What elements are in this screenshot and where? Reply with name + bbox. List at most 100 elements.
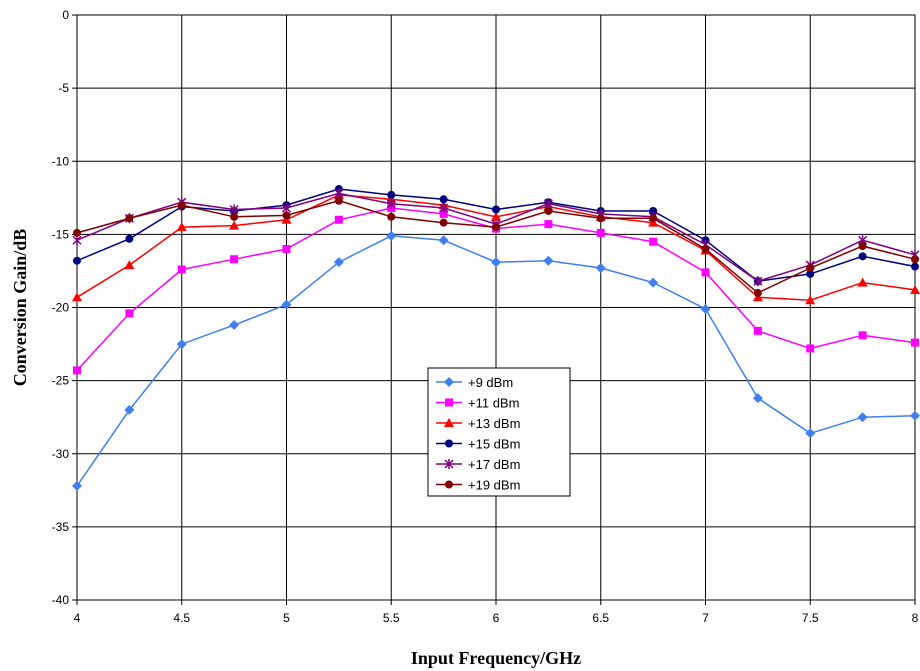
data-point — [806, 344, 815, 353]
y-tick-labels: 0 -5 -10 -15 -20 -25 -30 -35 -40 — [52, 8, 70, 607]
data-point — [444, 418, 454, 427]
data-point — [544, 220, 553, 229]
data-point — [72, 480, 82, 491]
legend: +9 dBm +11 dBm +13 dBm +15 dBm +17 dBm +19 dB… — [427, 367, 571, 497]
data-point — [387, 190, 396, 199]
data-point — [492, 205, 500, 214]
data-point — [229, 320, 240, 331]
data-point — [595, 263, 606, 274]
data-point — [333, 257, 344, 268]
y-axis-title: Conversion Gain/dB — [10, 229, 30, 387]
data-point — [596, 214, 605, 223]
legend-label: +19 dBm — [468, 478, 520, 493]
data-point — [753, 276, 763, 287]
legend-item: +19 dBm — [436, 478, 520, 493]
gridlines — [72, 14, 916, 605]
data-point — [910, 284, 920, 294]
series-5 — [73, 196, 919, 297]
data-point — [282, 245, 291, 253]
data-point — [649, 214, 658, 223]
data-point — [125, 309, 134, 318]
data-point — [124, 260, 135, 270]
y-tick-label: 0 — [62, 8, 69, 22]
legend-label: +11 dBm — [468, 396, 519, 411]
data-point — [806, 264, 815, 273]
data-point — [281, 299, 292, 310]
data-point — [230, 212, 239, 221]
data-point — [73, 228, 81, 237]
data-point — [544, 206, 553, 215]
y-tick-label: -20 — [52, 301, 70, 315]
data-point — [701, 268, 710, 277]
legend-label: +15 dBm — [468, 437, 520, 452]
legend-item: +11 dBm — [436, 396, 519, 411]
data-point — [176, 222, 187, 232]
y-tick-label: -25 — [52, 374, 70, 388]
series-0 — [72, 230, 920, 491]
x-tick-label: 8 — [912, 611, 919, 625]
data-point — [125, 234, 134, 243]
y-tick-label: -35 — [52, 520, 70, 534]
data-point — [439, 195, 448, 204]
data-point — [73, 256, 81, 265]
data-point — [177, 201, 186, 210]
legend-item: +13 dBm — [436, 416, 520, 431]
data-point — [911, 262, 919, 271]
data-point — [911, 338, 919, 347]
legend-item: +9 dBm — [436, 375, 513, 390]
y-tick-label: -40 — [52, 593, 70, 607]
x-axis-title: Input Frequency/GHz — [411, 648, 581, 668]
data-point — [805, 295, 816, 305]
plot-area — [76, 14, 916, 601]
x-tick-label: 6.5 — [592, 611, 609, 625]
data-point — [444, 459, 454, 469]
data-point — [648, 277, 659, 288]
data-point — [125, 214, 134, 223]
legend-item: +15 dBm — [436, 437, 520, 452]
data-point — [753, 288, 762, 297]
data-point — [491, 257, 501, 268]
data-point — [753, 326, 762, 335]
data-point — [177, 265, 186, 274]
data-point — [491, 211, 501, 221]
x-tick-label: 7 — [702, 611, 709, 625]
data-point — [858, 331, 867, 340]
data-point — [387, 212, 396, 221]
data-point — [230, 255, 239, 264]
x-tick-label: 4.5 — [173, 611, 190, 625]
data-point — [445, 480, 453, 489]
x-tick-label: 6 — [493, 611, 500, 625]
data-point — [543, 255, 554, 266]
data-point — [649, 237, 658, 246]
data-point — [445, 398, 453, 407]
data-point — [176, 339, 187, 350]
data-point — [124, 404, 135, 415]
data-point — [72, 292, 82, 302]
y-tick-label: -5 — [58, 81, 69, 95]
y-tick-label: -15 — [52, 227, 70, 241]
data-point — [596, 228, 605, 237]
data-point — [439, 209, 448, 218]
data-point — [439, 218, 448, 227]
data-point — [858, 242, 867, 251]
data-point — [334, 196, 343, 205]
data-point — [73, 366, 81, 375]
data-point — [752, 393, 763, 404]
data-point — [857, 412, 868, 423]
y-tick-label: -10 — [52, 154, 70, 168]
legend-label: +13 dBm — [468, 416, 520, 431]
data-point — [438, 235, 449, 246]
data-point — [701, 245, 710, 253]
data-point — [386, 230, 397, 241]
data-point — [445, 439, 453, 448]
x-tick-labels: 4 4.5 5 5.5 6 6.5 7 7.5 8 — [74, 611, 919, 625]
data-point — [649, 206, 658, 215]
data-point — [229, 220, 240, 230]
data-point — [700, 303, 711, 314]
data-point — [444, 377, 454, 387]
series-layer — [72, 185, 920, 491]
x-tick-label: 5.5 — [383, 611, 400, 625]
data-point — [334, 215, 343, 224]
data-point — [857, 277, 868, 287]
